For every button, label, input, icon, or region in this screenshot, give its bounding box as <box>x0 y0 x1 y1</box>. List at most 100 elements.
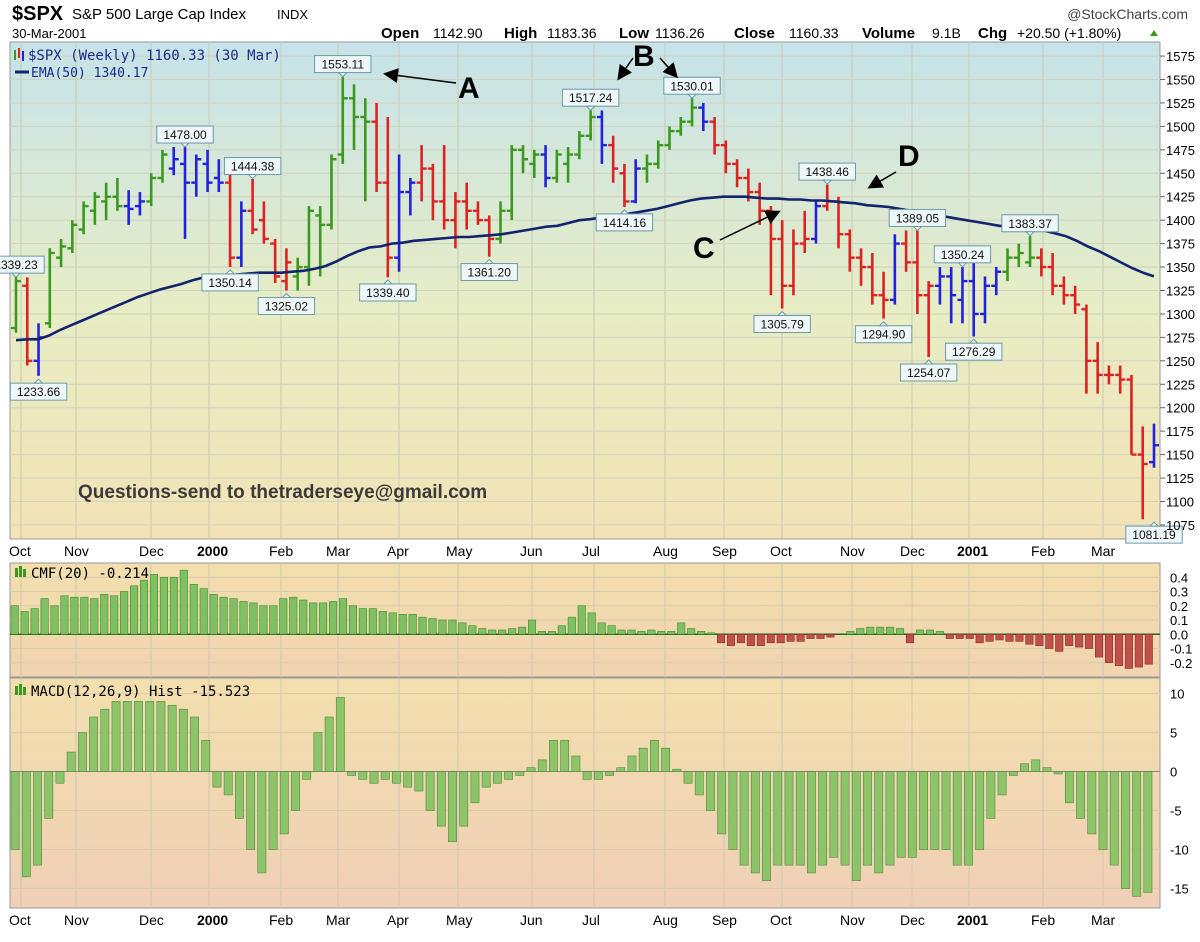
ohlc-bar <box>754 182 765 225</box>
price-label-text: 1361.20 <box>468 266 512 280</box>
cmf-bar <box>876 626 885 635</box>
month-label: Mar <box>326 543 350 559</box>
macd-hist-bar <box>1042 767 1052 772</box>
cmf-bar <box>776 633 785 644</box>
cmf-bar <box>1104 633 1114 664</box>
cmf-bar <box>627 629 636 635</box>
ohlc-bar <box>213 159 224 193</box>
cmf-bar <box>846 631 855 635</box>
ohlc-bar <box>450 192 461 249</box>
ohlc-bar <box>1081 304 1092 394</box>
ohlc-bar <box>1025 236 1036 268</box>
price-point-label: 1081.19 <box>1125 521 1183 544</box>
price-tick-label: 1275 <box>1166 330 1195 345</box>
macd-hist-bar <box>134 701 143 772</box>
cmf-bar <box>269 605 278 635</box>
annotation-d: D <box>867 140 920 189</box>
price-point-label: 1325.02 <box>257 292 316 315</box>
cmf-bar <box>1045 633 1054 649</box>
ohlc-bar <box>664 126 675 150</box>
ohlc-bar <box>934 267 945 305</box>
ohlc-bar <box>946 267 957 324</box>
cmf-bar <box>418 616 427 635</box>
annotation-a: A <box>383 68 480 105</box>
macd-hist-bar <box>392 771 401 784</box>
price-label-pointer <box>585 105 596 111</box>
macd-hist-bar <box>347 771 356 776</box>
macd-hist-bar <box>1121 771 1130 889</box>
macd-hist-bar <box>997 771 1007 796</box>
price-tick-label: 1475 <box>1166 143 1195 158</box>
macd-tick-label: -15 <box>1170 882 1189 897</box>
ohlc-bar <box>1013 243 1024 268</box>
month-label: 2001 <box>957 543 988 559</box>
ohlc-bar <box>788 229 799 296</box>
cmf-bar <box>249 602 258 635</box>
price-label-text: 1350.24 <box>941 248 985 262</box>
month-label: Oct <box>9 912 31 928</box>
price-label-text: 1438.46 <box>806 165 850 179</box>
macd-hist-bar <box>302 771 312 780</box>
month-label: Nov <box>840 543 865 559</box>
ohlc-bar <box>315 206 326 277</box>
macd-legend-text: MACD(12,26,9) Hist -15.523 <box>31 684 250 700</box>
macd-hist-bar <box>10 771 20 850</box>
macd-hist-bar <box>1132 771 1142 897</box>
ohlc-bar <box>979 276 990 324</box>
ohlc-bar <box>78 201 89 235</box>
macd-hist-bar <box>89 716 99 772</box>
ohlc-bar <box>1126 374 1137 456</box>
cmf-legend-icon <box>15 568 18 577</box>
annotation-b-arrow-left <box>617 57 634 81</box>
price-point-label: 1254.07 <box>899 359 958 382</box>
ohlc-bar <box>281 248 292 291</box>
cmf-legend-text: CMF(20) -0.214 <box>31 566 149 582</box>
price-label-pointer <box>247 174 258 180</box>
ohlc-bar <box>777 220 788 309</box>
cmf-tick-label: 0.2 <box>1170 599 1188 614</box>
cmf-bar <box>687 628 696 635</box>
cmf-bar <box>607 625 616 635</box>
cmf-bar <box>1055 633 1064 652</box>
price-point-label: 1361.20 <box>460 258 518 282</box>
annotation-c-arrow <box>719 210 781 241</box>
price-label-pointer <box>1024 231 1036 237</box>
cmf-bar <box>965 633 974 639</box>
open-label: Open <box>381 25 419 42</box>
ohlc-bar <box>540 145 551 188</box>
macd-hist-bar <box>515 771 525 776</box>
ohlc-bar <box>292 257 303 291</box>
price-tick-label: 1250 <box>1166 354 1195 369</box>
ohlc-bar <box>608 135 619 183</box>
cmf-bar <box>229 598 238 635</box>
price-tick-label: 1350 <box>1166 260 1195 275</box>
cmf-bar <box>169 576 178 635</box>
cmf-bar <box>577 605 586 635</box>
close-value: 1160.33 <box>789 25 839 41</box>
ohlc-bar <box>349 84 360 150</box>
cmf-bar <box>448 619 457 635</box>
price-point-label: 1517.24 <box>561 88 620 111</box>
macd-hist-bar <box>919 771 928 850</box>
annotation-c: C <box>693 210 781 265</box>
month-label: Sep <box>712 912 737 928</box>
volume-label: Volume <box>862 25 915 42</box>
price-legend-text: $SPX (Weekly) 1160.33 (30 Mar) <box>28 48 281 64</box>
price-label-pointer <box>686 93 698 99</box>
month-label: Apr <box>387 912 409 928</box>
ohlc-bar <box>901 230 912 272</box>
ohlc-bar <box>495 201 506 244</box>
macd-hist-bar <box>672 768 682 772</box>
macd-hist-bar <box>212 771 222 788</box>
month-label: Mar <box>1091 543 1115 559</box>
macd-hist-bar <box>414 771 424 792</box>
cmf-bar <box>110 595 119 635</box>
cmf-bar <box>587 612 596 635</box>
price-label-text: 1276.29 <box>952 345 996 359</box>
cmf-bar <box>20 611 29 635</box>
cmf-bar <box>906 633 915 644</box>
macd-legend-icon <box>15 686 18 695</box>
ohlc-bar <box>303 206 314 286</box>
macd-hist-bar <box>223 771 233 796</box>
macd-hist-bar <box>358 771 368 780</box>
